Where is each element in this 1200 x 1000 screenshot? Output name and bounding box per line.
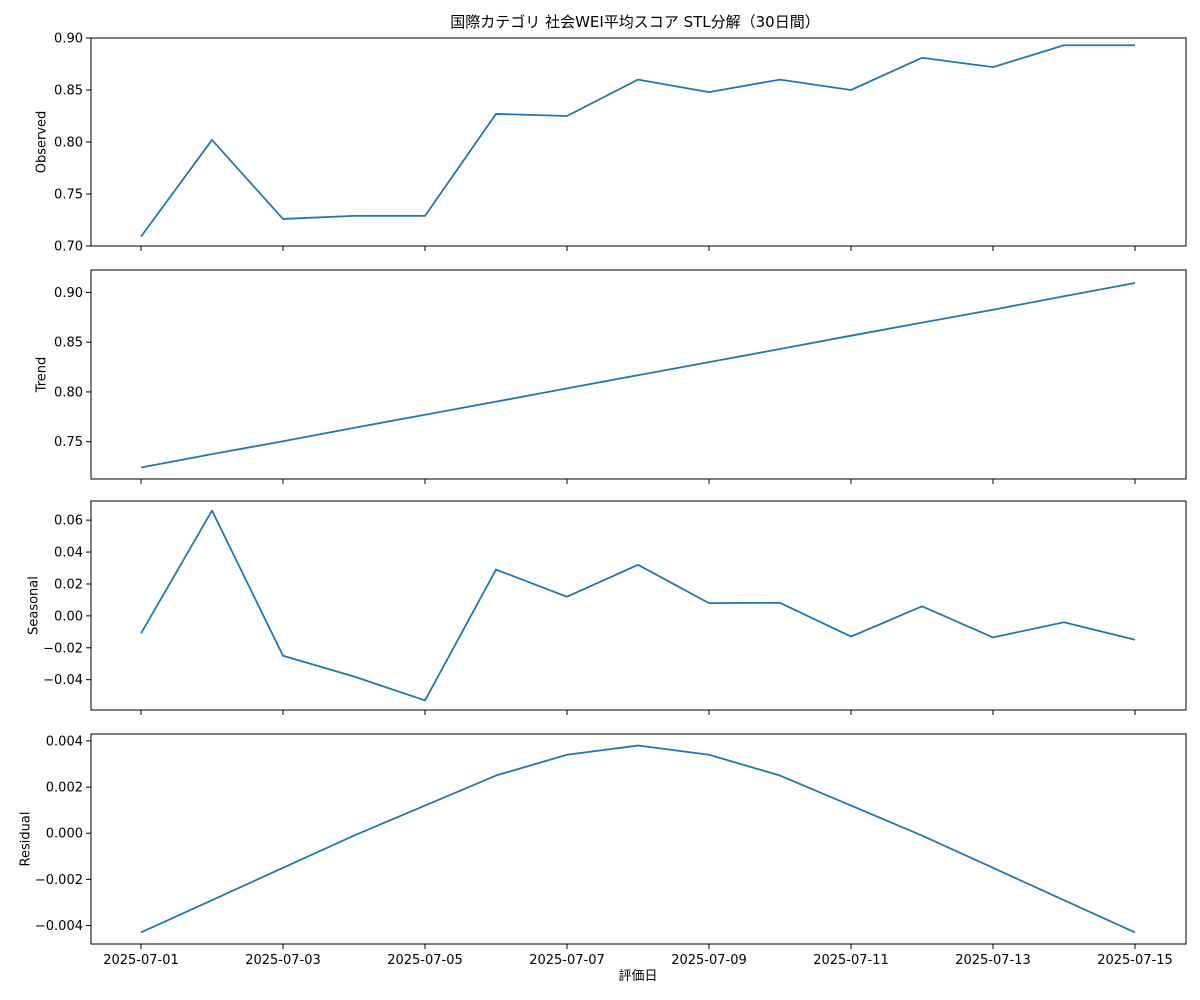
panel-trend: 0.75 0.80 0.85 0.90 Trend — [34, 269, 1187, 484]
x-tick-label: 2025-07-13 — [955, 953, 1031, 968]
x-tick-label: 2025-07-11 — [813, 953, 889, 968]
y-tick-label: 0.02 — [54, 577, 83, 592]
panel-seasonal: −0.04 −0.02 0.00 0.02 0.04 0.06 Seasonal — [27, 500, 1187, 715]
y-tick-label: 0.00 — [54, 609, 83, 624]
x-tick-label: 2025-07-01 — [103, 953, 179, 968]
panel-frame — [90, 37, 1187, 247]
y-axis-title: Observed — [34, 111, 49, 174]
y-tick-label: 0.90 — [54, 32, 83, 47]
y-axis-title: Seasonal — [27, 576, 42, 635]
series-line-residual — [140, 744, 1136, 934]
series-line-seasonal — [140, 509, 1136, 702]
y-tick-label: 0.75 — [54, 435, 83, 450]
y-tick-label: 0.85 — [54, 336, 83, 351]
y-tick-label: 0.85 — [54, 84, 83, 99]
panel-frame — [90, 500, 1187, 711]
panel-observed: 0.70 0.75 0.80 0.85 0.90 Observed — [34, 32, 1187, 255]
x-tick-label: 2025-07-07 — [529, 953, 605, 968]
series-line-trend — [140, 282, 1136, 469]
y-tick-label: 0.004 — [46, 734, 83, 749]
panel-frame — [90, 733, 1187, 945]
y-tick-label: 0.04 — [54, 546, 83, 561]
x-axis-title: 評価日 — [618, 969, 657, 984]
panel-residual: −0.004 −0.002 0.000 0.002 0.004 Residual 2025-… — [19, 733, 1187, 968]
panel-frame — [90, 269, 1187, 480]
y-tick-label: 0.000 — [46, 827, 83, 842]
y-tick-label: −0.02 — [43, 641, 83, 656]
y-tick-label: 0.80 — [54, 136, 83, 151]
y-axis-title: Trend — [34, 357, 49, 394]
y-tick-label: −0.002 — [35, 873, 83, 888]
y-tick-label: 0.80 — [54, 385, 83, 400]
x-tick-label: 2025-07-05 — [387, 953, 463, 968]
x-tick-label: 2025-07-03 — [245, 953, 321, 968]
panels-group: 0.70 0.75 0.80 0.85 0.90 Observed 0.75 0.80 0.85… — [19, 32, 1187, 968]
chart-title: 国際カテゴリ 社会WEI平均スコア STL分解（30日間） — [450, 13, 819, 31]
y-tick-label: 0.002 — [46, 781, 83, 796]
x-tick-label: 2025-07-15 — [1097, 953, 1173, 968]
series-line-observed — [140, 44, 1135, 238]
y-tick-label: 0.06 — [54, 514, 83, 529]
y-tick-label: 0.90 — [54, 286, 83, 301]
y-axis-title: Residual — [19, 812, 34, 867]
y-tick-label: −0.004 — [35, 919, 83, 934]
y-tick-label: −0.04 — [43, 673, 83, 688]
y-tick-label: 0.70 — [54, 240, 83, 255]
y-tick-label: 0.75 — [54, 188, 83, 203]
x-tick-label: 2025-07-09 — [671, 953, 747, 968]
